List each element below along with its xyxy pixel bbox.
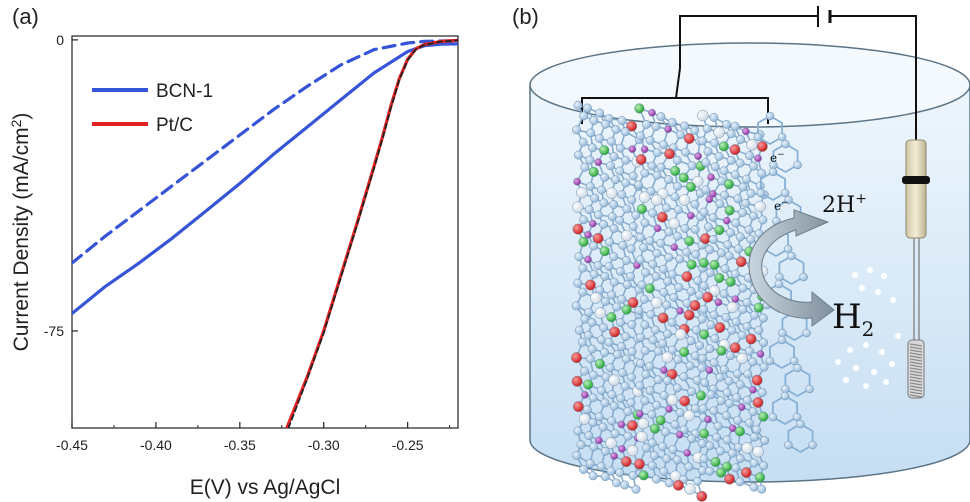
hydrogen-label: H2	[832, 297, 874, 341]
legend: BCN-1 Pt/C	[92, 81, 213, 136]
x-tick-label: -0.25	[392, 437, 424, 453]
electron-label-2: e−	[774, 198, 789, 213]
legend-label-bcn-1: BCN-1	[156, 81, 213, 102]
graphitic-ring-chain	[753, 111, 817, 454]
reaction-arrow	[748, 209, 835, 327]
series-bcn-1-dashed	[72, 39, 458, 265]
electrochemical-cell-schematic: e− e− 2H+ H2	[529, 6, 970, 502]
external-circuit	[679, 6, 917, 140]
chart-area: -0.45 -0.40 -0.35 -0.30 -0.25 0 -75 BCN-1 Pt/…	[8, 32, 459, 499]
catalyst-sheet-2	[634, 103, 708, 502]
electrode-bracket	[581, 67, 769, 124]
y-axis-label: Current Density (mA/cm2)	[8, 113, 33, 352]
x-tick-label: -0.30	[308, 437, 340, 453]
series-pt-c-dashed	[287, 39, 458, 428]
reference-electrode	[902, 139, 930, 399]
x-axis-label: E(V) vs Ag/AgCl	[190, 476, 341, 499]
electron-label-1: e−	[770, 150, 785, 165]
hydrogen-bubbles	[835, 267, 901, 389]
panel-label-a: (a)	[12, 4, 39, 29]
x-tick-label: -0.40	[140, 437, 172, 453]
y-tick-label: -75	[44, 323, 64, 339]
catalyst-sheet-1	[571, 100, 644, 494]
y-tick-label: 0	[56, 32, 64, 48]
legend-label-pt-c: Pt/C	[156, 115, 193, 136]
series-bcn-1-solid	[72, 42, 458, 316]
x-tick-label: -0.45	[56, 437, 88, 453]
proton-label: 2H+	[822, 191, 867, 218]
plot-frame	[71, 35, 459, 429]
series-pt-c-solid	[285, 38, 458, 428]
bcn-catalyst-layers	[571, 100, 817, 502]
x-tick-label: -0.35	[224, 437, 256, 453]
panel-label-b: (b)	[512, 4, 539, 29]
